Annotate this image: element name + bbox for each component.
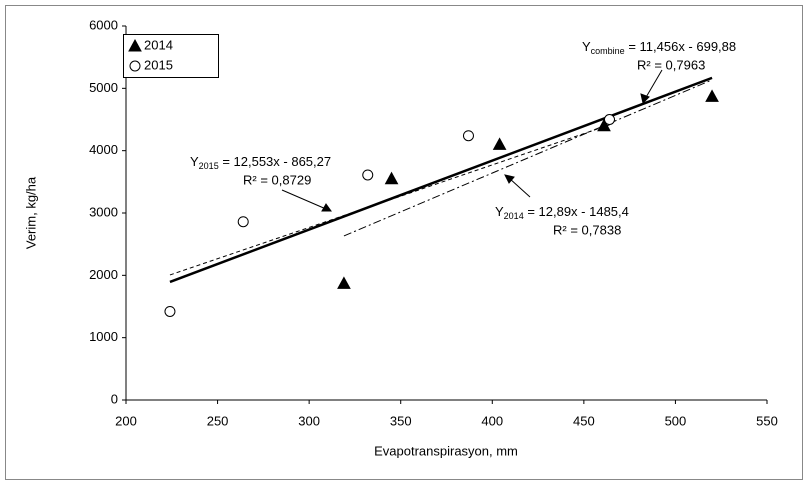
equation-subscript: 2014 (504, 211, 524, 221)
x-axis-label: Evapotranspirasyon, mm (374, 443, 518, 458)
y-tick-label: 6000 (89, 17, 118, 32)
trend-equation: Y2014 = 12,89x - 1485,4 (495, 204, 629, 221)
r-squared: R² = 0,8729 (243, 172, 311, 187)
point-triangle (705, 89, 719, 102)
annotation-arrows (281, 69, 663, 212)
equation-symbol: Y (582, 39, 591, 54)
equation-symbol: Y (495, 204, 504, 219)
x-tick-label: 400 (481, 413, 503, 428)
r-squared: R² = 0,7838 (553, 222, 621, 237)
legend-box (123, 34, 219, 78)
point-triangle (492, 137, 507, 150)
point-circle (603, 114, 615, 125)
y-tick-label: 3000 (89, 204, 118, 219)
x-tick-label: 200 (115, 413, 137, 428)
point-circle (237, 216, 249, 228)
r-squared: R² = 0,7963 (637, 57, 705, 72)
x-tick-label: 350 (390, 413, 412, 428)
x-tick-label: 550 (756, 413, 778, 428)
equation-subscript: 2015 (199, 161, 219, 171)
point-triangle (337, 276, 351, 289)
x-tick-label: 300 (298, 413, 320, 428)
x-tick-label: 250 (207, 413, 229, 428)
legend-marker (128, 38, 142, 52)
trendline (169, 76, 713, 284)
trendline (343, 79, 713, 237)
legend-marker (129, 60, 141, 72)
equation-symbol: Y (190, 154, 199, 169)
point-circle (462, 130, 474, 142)
trend-equation: Y2015 = 12,553x - 865,27 (190, 154, 331, 171)
y-tick-label: 5000 (89, 80, 118, 95)
y-tick-label: 0 (111, 391, 118, 406)
equation-text: = 12,553x - 865,27 (219, 154, 331, 169)
point-triangle (384, 171, 399, 185)
legend-label: 2014 (144, 37, 173, 52)
trend-equation: Ycombine = 11,456x - 699,88 (582, 39, 736, 56)
trendline (169, 124, 610, 276)
y-tick-label: 1000 (89, 329, 118, 344)
equation-text: = 12,89x - 1485,4 (524, 204, 629, 219)
x-tick-label: 450 (573, 413, 595, 428)
equation-text: = 11,456x - 699,88 (625, 39, 736, 54)
y-axis-label: Verim, kg/ha (23, 176, 38, 249)
x-tick-label: 500 (665, 413, 687, 428)
point-circle (164, 305, 176, 317)
point-triangle (597, 118, 611, 132)
equation-subscript: combine (591, 46, 625, 56)
y-tick-label: 2000 (89, 267, 118, 282)
y-tick-label: 4000 (89, 142, 118, 157)
point-circle (362, 169, 374, 181)
legend-label: 2015 (144, 57, 173, 72)
